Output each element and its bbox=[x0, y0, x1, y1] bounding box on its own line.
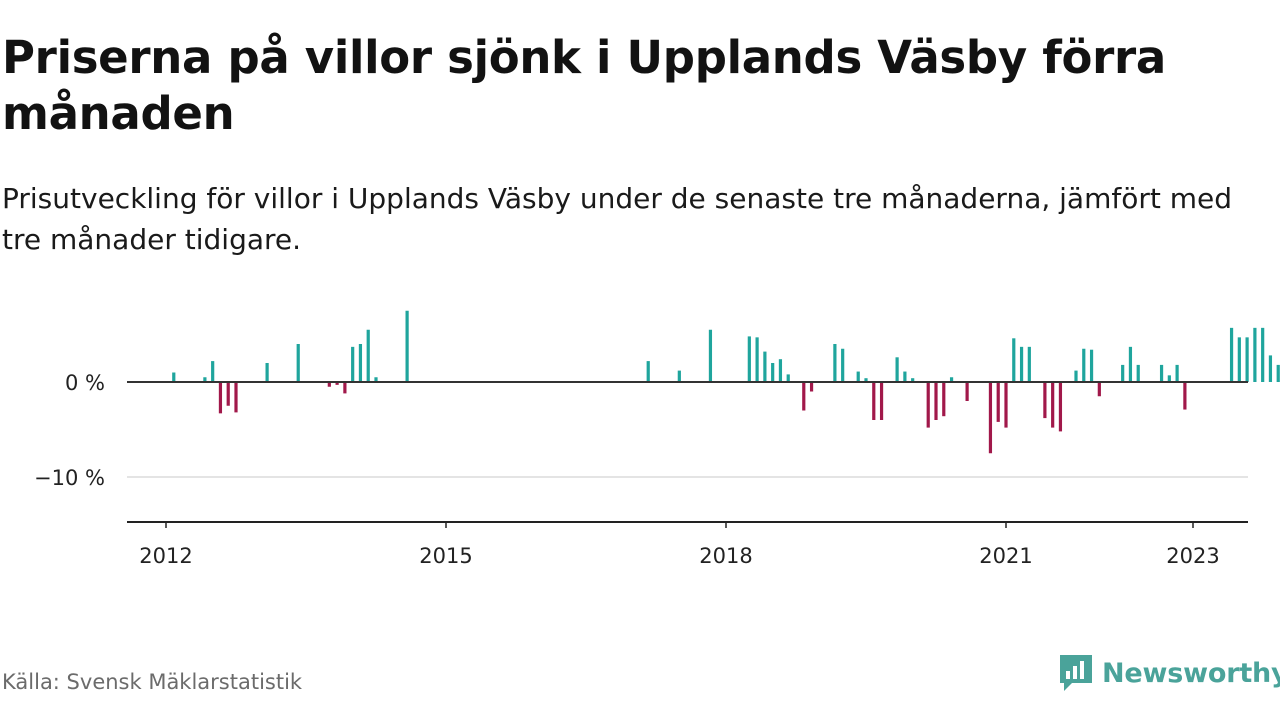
bar bbox=[351, 346, 355, 382]
bar bbox=[1051, 382, 1055, 428]
bar bbox=[296, 344, 300, 382]
bar bbox=[405, 310, 409, 382]
bar bbox=[335, 382, 339, 385]
bar bbox=[1121, 364, 1125, 382]
bar bbox=[1159, 364, 1164, 382]
bar bbox=[1082, 348, 1086, 382]
bar bbox=[677, 370, 681, 382]
bar bbox=[203, 377, 207, 382]
bar bbox=[1175, 364, 1179, 382]
bar bbox=[327, 382, 331, 387]
bar bbox=[226, 382, 230, 406]
bar bbox=[802, 382, 806, 411]
chart-subtitle: Prisutveckling för villor i Upplands Väs… bbox=[2, 182, 1233, 256]
bar bbox=[1229, 327, 1234, 382]
bar bbox=[1043, 382, 1047, 419]
bar bbox=[864, 378, 868, 382]
y-tick-label: −10 % bbox=[34, 466, 105, 490]
bar bbox=[1012, 338, 1016, 382]
bar bbox=[786, 374, 790, 382]
bar bbox=[1167, 375, 1171, 382]
bar bbox=[1004, 382, 1008, 428]
bar bbox=[949, 377, 954, 382]
bar bbox=[996, 382, 1000, 422]
bar bbox=[911, 378, 915, 382]
bar bbox=[755, 337, 759, 382]
bar bbox=[172, 372, 176, 382]
bar bbox=[965, 382, 969, 401]
bar bbox=[218, 382, 223, 414]
bars-layer bbox=[172, 310, 1280, 454]
bar bbox=[926, 382, 930, 428]
bar bbox=[833, 344, 837, 382]
bar bbox=[1245, 337, 1249, 382]
bar bbox=[809, 382, 814, 392]
brand-logo: Newsworthy bbox=[1058, 652, 1280, 694]
bar bbox=[1183, 382, 1187, 410]
bar bbox=[1253, 327, 1257, 382]
x-tick-label: 2015 bbox=[419, 544, 472, 568]
bar bbox=[343, 382, 347, 394]
bar bbox=[358, 344, 363, 382]
bar bbox=[211, 361, 215, 382]
bar bbox=[1027, 346, 1031, 382]
bar bbox=[1074, 370, 1078, 382]
bar bbox=[778, 359, 783, 382]
x-tick-label: 2021 bbox=[979, 544, 1032, 568]
bar bbox=[1276, 364, 1280, 382]
bar bbox=[1089, 349, 1094, 382]
bar bbox=[942, 382, 946, 417]
brand-name: Newsworthy bbox=[1102, 657, 1280, 689]
chart-title: Priserna på villor sjönk i Upplands Väsb… bbox=[2, 31, 1166, 140]
bar bbox=[1136, 364, 1140, 382]
bar bbox=[841, 348, 845, 382]
newsworthy-logo-icon bbox=[1060, 655, 1092, 691]
bar bbox=[1058, 382, 1063, 432]
bar bbox=[771, 363, 775, 382]
bar bbox=[763, 351, 767, 382]
bar bbox=[1097, 382, 1101, 397]
bar bbox=[895, 357, 899, 382]
x-tick-label: 2023 bbox=[1166, 544, 1219, 568]
bar bbox=[1268, 355, 1273, 382]
bar bbox=[708, 329, 713, 382]
bar bbox=[265, 363, 269, 382]
bar bbox=[374, 377, 378, 382]
bar bbox=[646, 361, 650, 382]
bar bbox=[1261, 327, 1265, 382]
bar bbox=[1019, 346, 1024, 382]
x-tick-label: 2012 bbox=[139, 544, 192, 568]
bar bbox=[747, 336, 751, 382]
y-tick-label: 0 % bbox=[65, 371, 105, 395]
bar bbox=[934, 382, 938, 420]
bar bbox=[234, 382, 238, 413]
bar bbox=[872, 382, 876, 420]
source-note: Källa: Svensk Mäklarstatistik bbox=[2, 670, 303, 694]
x-tick-label: 2018 bbox=[699, 544, 752, 568]
bar bbox=[1128, 346, 1133, 382]
bar bbox=[903, 371, 907, 382]
bar bbox=[879, 382, 884, 420]
bar bbox=[366, 329, 370, 382]
bar bbox=[1237, 337, 1241, 382]
bar bbox=[856, 371, 860, 382]
axis-layer bbox=[127, 381, 1248, 528]
bar bbox=[988, 382, 993, 454]
